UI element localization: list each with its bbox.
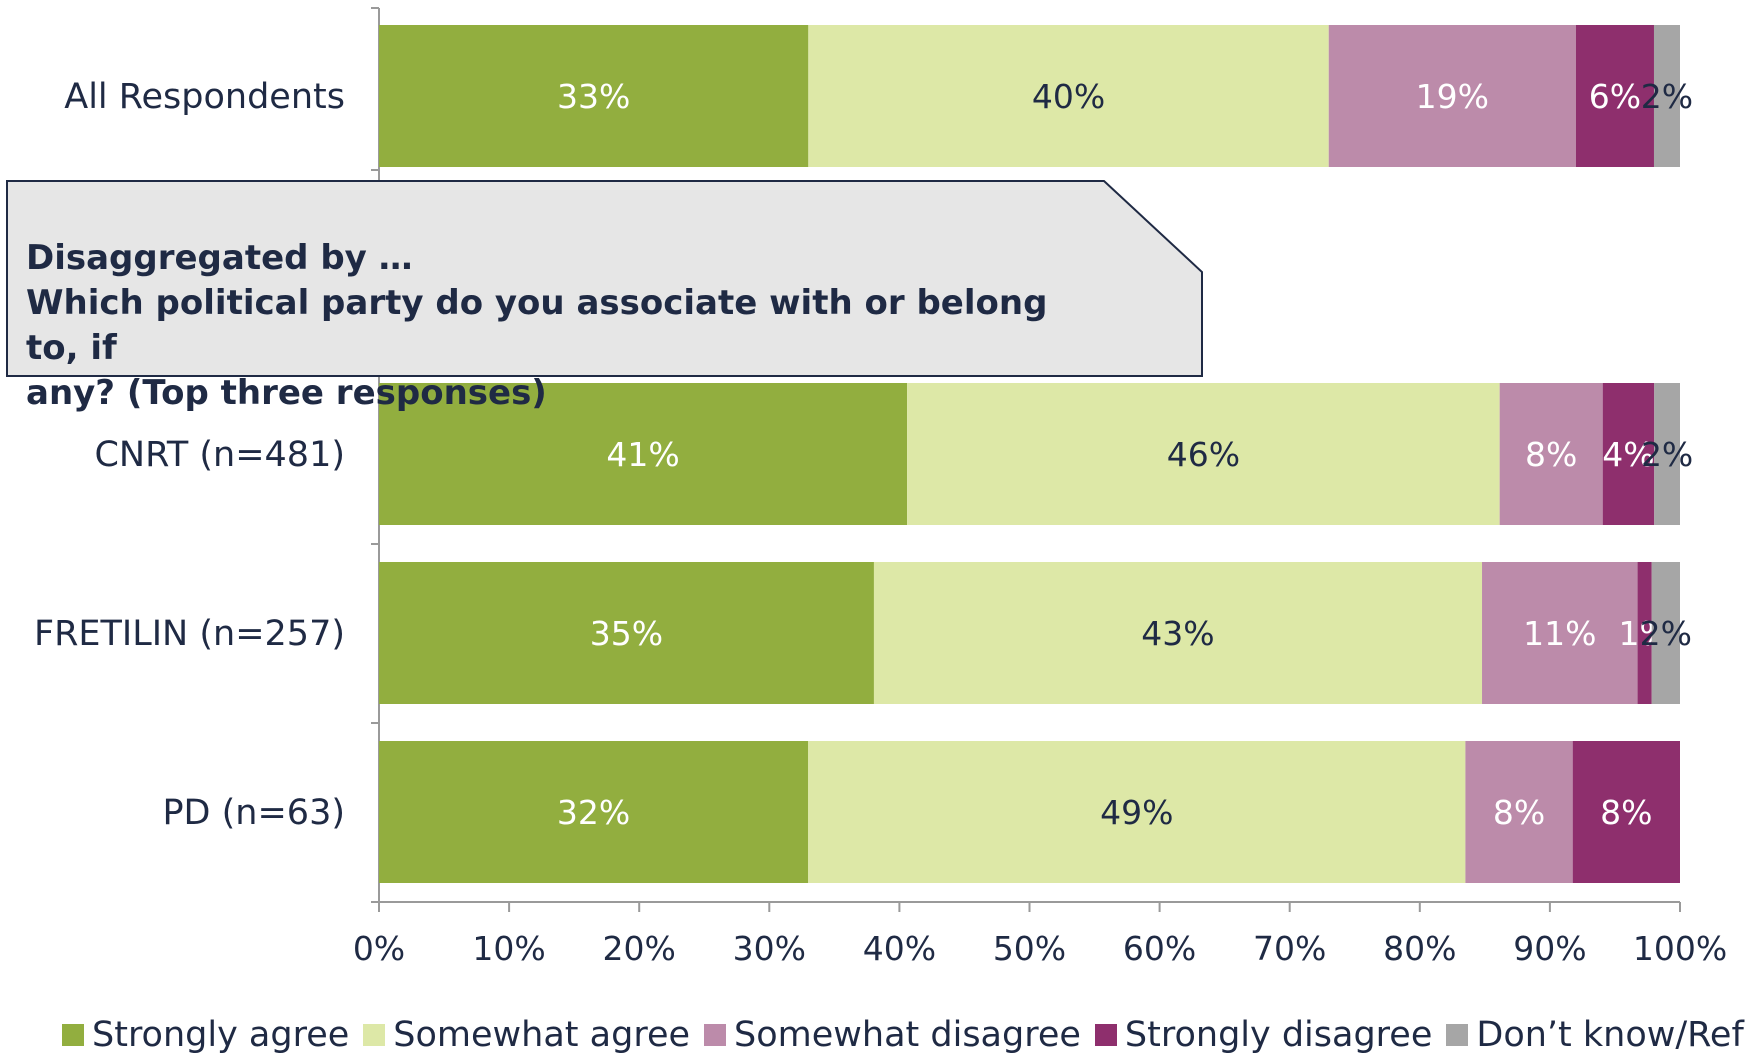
bar-segment bbox=[1653, 25, 1680, 167]
bar-segment bbox=[873, 562, 1483, 704]
category-label: FRETILIN (n=257) bbox=[34, 614, 345, 654]
bar-segment bbox=[907, 383, 1500, 525]
data-label: 43% bbox=[1141, 614, 1214, 653]
legend-label: Somewhat agree bbox=[393, 1015, 691, 1055]
bar-segment bbox=[1654, 383, 1680, 525]
bar-segment bbox=[379, 383, 908, 525]
bar-segment bbox=[1482, 562, 1638, 704]
bar-segment bbox=[379, 562, 874, 704]
x-tick-label: 20% bbox=[603, 929, 676, 968]
x-tick-label: 10% bbox=[472, 929, 545, 968]
legend-label: Strongly disagree bbox=[1124, 1015, 1433, 1055]
annotation-line-2: Which political party do you associate w… bbox=[26, 283, 1048, 368]
data-label: 2% bbox=[1641, 77, 1693, 116]
category-label: All Respondents bbox=[64, 77, 345, 117]
x-tick-label: 0% bbox=[353, 929, 405, 968]
x-tick-label: 100% bbox=[1633, 929, 1727, 968]
x-tick-label: 90% bbox=[1513, 929, 1586, 968]
data-label: 35% bbox=[590, 614, 663, 653]
bar-segment bbox=[1465, 741, 1573, 883]
data-label: 2% bbox=[1641, 435, 1693, 474]
data-label: 8% bbox=[1493, 793, 1545, 832]
bar-segment bbox=[379, 25, 809, 167]
bar-segment bbox=[1572, 741, 1680, 883]
bar-segment bbox=[379, 741, 809, 883]
legend-swatch bbox=[363, 1024, 386, 1046]
legend-swatch bbox=[1446, 1024, 1469, 1046]
annotation-callout-box bbox=[6, 180, 1203, 377]
legend-label: Don’t know/Refused bbox=[1476, 1015, 1746, 1055]
x-tick-label: 30% bbox=[733, 929, 806, 968]
legend-item: Somewhat agree bbox=[363, 1015, 690, 1055]
legend-item: Don’t know/Refused bbox=[1446, 1015, 1746, 1055]
data-label: 40% bbox=[1032, 77, 1105, 116]
x-tick-label: 80% bbox=[1383, 929, 1456, 968]
bar-segment bbox=[1499, 383, 1603, 525]
legend-label: Strongly agree bbox=[92, 1015, 350, 1055]
legend-label: Somewhat disagree bbox=[734, 1015, 1081, 1055]
data-label: 4% bbox=[1602, 435, 1654, 474]
legend-swatch bbox=[62, 1024, 84, 1046]
x-tick-label: 60% bbox=[1123, 929, 1196, 968]
annotation-line-3: any? (Top three responses) bbox=[26, 373, 547, 413]
data-label: 6% bbox=[1589, 77, 1641, 116]
bar-segment bbox=[1637, 562, 1652, 704]
legend-swatch bbox=[1094, 1024, 1117, 1046]
data-label: 8% bbox=[1525, 435, 1577, 474]
bar-segment bbox=[808, 741, 1466, 883]
data-label: 32% bbox=[557, 793, 630, 832]
x-tick-label: 50% bbox=[993, 929, 1066, 968]
bar-segment bbox=[808, 25, 1329, 167]
data-label: 2% bbox=[1640, 614, 1692, 653]
legend-item: Strongly disagree bbox=[1094, 1015, 1433, 1055]
bar-segment bbox=[1651, 562, 1680, 704]
category-label: PD (n=63) bbox=[162, 793, 345, 833]
bar-segment bbox=[1328, 25, 1576, 167]
legend-item: Strongly agree bbox=[62, 1015, 349, 1055]
legend-item: Somewhat disagree bbox=[704, 1015, 1081, 1055]
data-label: 33% bbox=[557, 77, 630, 116]
annotation-line-1: Disaggregated by … bbox=[26, 238, 413, 278]
bar-segment bbox=[1575, 25, 1654, 167]
data-label: 41% bbox=[606, 435, 679, 474]
bar-segment bbox=[1602, 383, 1655, 525]
annotation-text: Disaggregated by … Which political party… bbox=[26, 236, 1086, 416]
legend-swatch bbox=[704, 1024, 727, 1046]
data-label: 8% bbox=[1600, 793, 1652, 832]
x-tick-label: 70% bbox=[1253, 929, 1326, 968]
category-label: CNRT (n=481) bbox=[94, 435, 345, 475]
data-label: 49% bbox=[1100, 793, 1173, 832]
data-label: 46% bbox=[1167, 435, 1240, 474]
data-label: 11% bbox=[1523, 614, 1596, 653]
chart-legend: Strongly agree Somewhat agree Somewhat dis… bbox=[62, 1015, 1746, 1055]
x-tick-label: 40% bbox=[863, 929, 936, 968]
data-label: 19% bbox=[1416, 77, 1489, 116]
